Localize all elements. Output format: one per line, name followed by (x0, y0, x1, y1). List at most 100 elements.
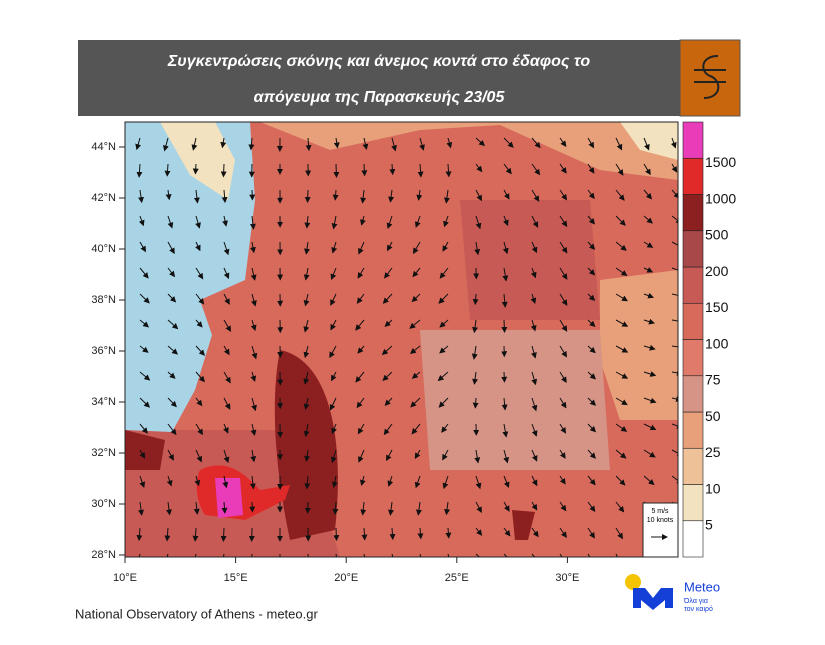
colorbar-segment (682, 121, 704, 159)
lon-label: 10°E (113, 572, 137, 584)
wind-arrow (251, 397, 257, 412)
wind-arrow (162, 137, 169, 152)
wind-arrow (331, 423, 337, 435)
wind-arrow (222, 215, 228, 227)
wind-arrow (447, 553, 450, 557)
lat-label: 30°N (91, 498, 116, 510)
wind-arrow (250, 371, 257, 382)
wind-arrow (439, 267, 449, 279)
colorbar-label: 1000 (705, 190, 736, 206)
wind-arrow (587, 267, 596, 276)
wind-arrow (167, 397, 177, 408)
wind-arrow (383, 423, 393, 436)
wind-arrow (223, 241, 230, 256)
title-box (78, 40, 680, 116)
wind-arrow (192, 527, 199, 542)
wind-arrow (303, 423, 310, 438)
colorbar-label: 150 (705, 299, 729, 315)
wind-arrow (531, 501, 538, 511)
wind-arrow (475, 475, 482, 490)
wind-arrow (136, 163, 143, 178)
wind-arrow (223, 371, 231, 384)
wind-arrow (411, 293, 421, 303)
wind-arrow (503, 527, 511, 537)
wind-arrow (438, 293, 449, 304)
wind-arrow (559, 397, 567, 409)
wind-arrow (220, 527, 227, 542)
lat-label: 42°N (91, 192, 116, 204)
wind-arrow (304, 475, 311, 490)
wind-arrow (138, 553, 141, 557)
wind-arrow (411, 423, 421, 435)
wind-arrow (531, 423, 538, 437)
lon-label: 30°E (555, 572, 579, 584)
wind-arrow (615, 293, 628, 302)
wind-arrow (387, 475, 394, 487)
wind-arrow (444, 501, 451, 516)
wind-arrow (503, 501, 510, 512)
wind-arrow (167, 371, 176, 379)
wind-arrow (164, 527, 171, 542)
wind-arrow (643, 318, 655, 325)
wind-arrow (331, 241, 338, 254)
wind-arrow (167, 423, 177, 436)
wind-arrow (251, 553, 253, 557)
wind-arrow (335, 553, 337, 557)
wind-arrow (643, 292, 655, 299)
wind-arrow (139, 345, 149, 353)
wind-arrow (559, 527, 567, 538)
wind-arrow (643, 449, 656, 458)
wind-arrow (250, 423, 257, 437)
colorbar-segment (682, 447, 704, 485)
wind-arrow (409, 345, 421, 354)
wind-arrow (195, 319, 203, 328)
wind-arrow (670, 137, 677, 149)
colorbar-segment (682, 339, 704, 377)
wind-arrow (559, 423, 567, 434)
wind-arrow (671, 163, 678, 173)
wind-arrow (167, 319, 179, 330)
wind-arrow (502, 241, 509, 255)
wind-arrow (409, 319, 421, 329)
wind-arrow (475, 189, 482, 202)
wind-arrow (355, 371, 365, 383)
wind-arrow (381, 345, 393, 356)
title-line: Συγκεντρώσεις σκόνης και άνεμος κοντά στ… (167, 53, 591, 70)
wind-arrow (615, 137, 623, 151)
wind-arrow (559, 475, 566, 485)
wind-arrow (330, 293, 337, 306)
wind-arrow (531, 163, 541, 176)
wind-arrow (643, 423, 657, 431)
wind-arrow (643, 215, 653, 224)
wind-arrow (333, 137, 340, 149)
wind-arrow (223, 423, 229, 434)
wind-arrow (357, 423, 365, 435)
wind-arrow (643, 189, 653, 200)
wind-arrow (307, 553, 309, 557)
wind-arrow (389, 527, 396, 541)
wind-arrow (475, 527, 483, 536)
wind-arrow (475, 163, 483, 173)
wind-arrow (445, 527, 452, 539)
wind-arrow (587, 371, 596, 380)
map-frame (124, 121, 679, 558)
wind-arrow (357, 267, 365, 279)
wind-arrow (438, 397, 449, 408)
wind-arrow (139, 475, 146, 489)
wind-arrow (411, 371, 421, 379)
wind-arrow (587, 553, 591, 557)
wind-arrow (643, 163, 651, 176)
colorbar-segment (682, 520, 704, 558)
wind-arrow (671, 396, 678, 402)
wind-arrow (415, 501, 422, 516)
title-line: απόγευμα της Παρασκευής 23/05 (254, 89, 506, 106)
wind-arrow (615, 475, 626, 486)
wind-arrow (220, 163, 227, 178)
wind-arrow (559, 215, 568, 228)
wind-arrow (615, 215, 626, 226)
colorbar-label: 200 (705, 263, 729, 279)
wind-arrow (191, 137, 198, 151)
wind-arrow (531, 527, 539, 538)
wind-arrow (135, 137, 142, 151)
